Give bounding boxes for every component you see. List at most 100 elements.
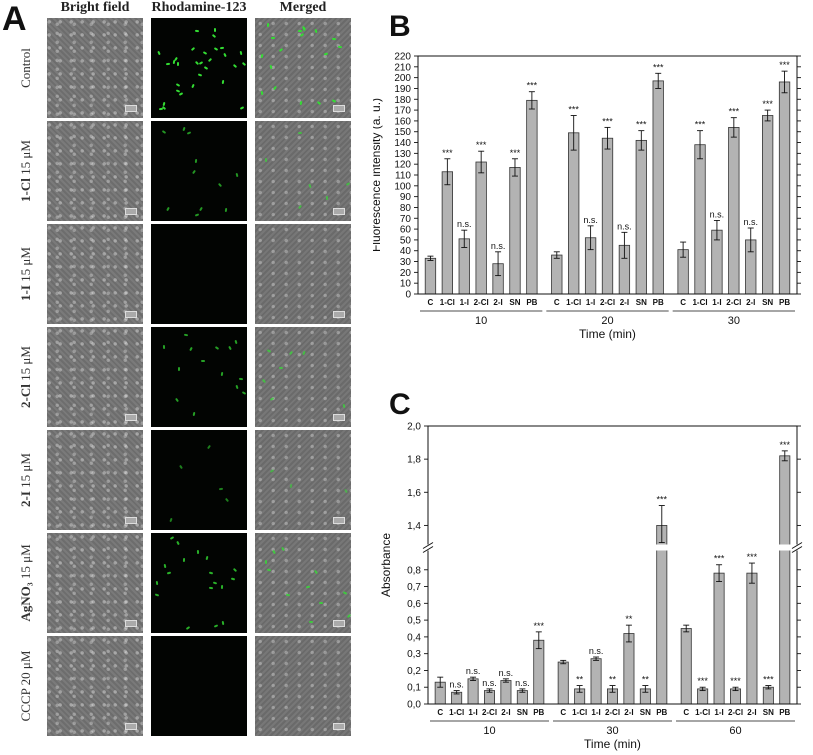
category-tick-label: C [428,298,434,307]
bar [680,628,692,705]
significance-label: *** [527,81,538,91]
bar [623,633,635,705]
rhodamine-image [150,326,248,428]
category-tick-label: 2-Cl [482,708,497,717]
bar [730,688,741,705]
category-tick-label: 2-I [501,708,510,717]
significance-label: *** [602,116,613,126]
significance-label: n.s. [457,219,472,229]
significance-label: ** [609,675,617,685]
significance-label: ** [625,614,633,624]
category-tick-label: 2-I [746,298,755,307]
bar [557,661,569,705]
significance-label: n.s. [743,217,758,227]
bar [697,688,709,705]
y-tick-label: 110 [395,171,411,182]
category-tick-label: SN [517,708,528,717]
plot-frame [427,425,798,705]
bar [475,161,487,295]
category-tick-label: 1-Cl [692,298,707,307]
y-axis-label: Fluorescence intensity (a. u.) [373,98,383,252]
group-tick-label: 10 [483,725,495,737]
significance-label: n.s. [482,678,497,688]
rhodamine-image [150,120,248,222]
bar [526,99,538,295]
merged-image [254,17,352,119]
chart-absorbance: C Cn.s. 1-Cl n.s. 1-I n.s. 2-Cl n.s. 2-I n.s. SN **… [379,388,803,751]
significance-label: *** [534,621,545,631]
category-tick-label: 1-I [712,298,721,307]
y-tick-label: 0,3 [407,649,421,660]
y-tick-label: 80 [400,203,412,214]
significance-label: *** [729,107,740,117]
y-tick-label: 90 [400,192,412,203]
axis-break-gap [422,544,803,551]
y-tick-label: 0,6 [407,599,421,610]
bar [694,144,706,295]
category-tick-label: PB [779,298,790,307]
y-tick-label: 180 [394,95,411,106]
panel-a-letter: A [2,0,27,38]
category-tick-label: 1-Cl [572,708,587,717]
axis-break-mark [422,546,434,553]
merged-image [254,223,352,325]
y-tick-label: 10 [400,279,412,290]
bar [656,525,668,705]
significance-label: n.s. [449,680,464,690]
y-tick-label: 220 [394,52,411,63]
significance-label: *** [653,62,664,72]
y-tick-label: 20 [400,268,412,279]
category-tick-label: 1-I [591,708,600,717]
axis-break-mark [791,542,803,549]
category-tick-label: 2-I [747,708,756,717]
chart-fluorescence: B C *** 1-Cl n.s. 1-I *** 2-Cl n.s. 2-I *** SN *** PB… [373,10,801,341]
y-tick-label: 1,8 [407,455,421,466]
category-tick-label: C [437,708,443,717]
y-tick-label: 170 [394,106,411,117]
significance-label: *** [636,120,647,130]
significance-label: *** [657,495,668,505]
bar [441,171,453,295]
significance-label: ** [642,675,650,685]
y-tick-label: 140 [394,138,411,149]
category-tick-label: 2-Cl [605,708,620,717]
row-label: CCCP 20 μM [18,650,33,722]
y-tick-label: 1,6 [407,488,421,499]
group-tick-label: 30 [606,725,618,737]
significance-label: ** [576,675,584,685]
category-tick-label: 2-I [624,708,633,717]
row-label: 2-Cl 15 μM [18,346,33,408]
category-tick-label: 1-I [586,298,595,307]
y-tick-label: 100 [394,181,411,192]
row-label: 1-I 15 μM [18,247,33,301]
significance-label: *** [442,148,453,158]
y-tick-label: 0,7 [407,582,421,593]
bar [762,115,774,295]
panel-letter: C [389,388,411,421]
group-tick-label: 30 [728,315,740,327]
rhodamine-image [150,635,248,737]
group-tick-label: 10 [475,315,487,327]
significance-label: *** [780,440,791,450]
bar [728,127,740,295]
y-tick-label: 0,2 [407,666,421,677]
category-tick-label: 2-I [493,298,502,307]
column-header: Merged [279,0,327,15]
bar [467,678,479,705]
category-tick-label: SN [762,298,773,307]
merged-image [254,635,352,737]
y-tick-label: 2,0 [407,422,421,433]
significance-label: n.s. [710,209,725,219]
column-header: Rhodamine-123 [151,0,247,15]
row-label: AgNO₃ 15 μM [18,544,33,622]
column-header: Bright field [60,0,130,15]
panel-letter: B [389,10,411,43]
y-tick-label: 210 [394,62,411,73]
category-tick-label: SN [636,298,647,307]
y-tick-label: 160 [394,116,411,127]
y-tick-label: 130 [394,149,411,160]
bright-field-image [46,120,144,222]
significance-label: *** [762,99,773,109]
y-tick-label: 190 [394,84,411,95]
merged-image [254,120,352,222]
